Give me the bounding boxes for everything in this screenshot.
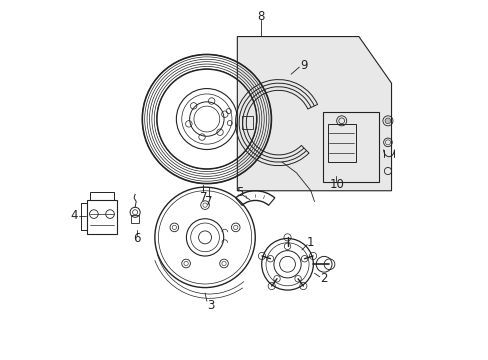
Text: 7: 7 [204,195,212,208]
Text: 6: 6 [133,231,140,244]
Polygon shape [237,37,391,191]
Bar [86,200,117,234]
Bar [323,112,378,182]
Text: 4: 4 [70,210,78,222]
Text: 9: 9 [299,59,307,72]
Bar [90,192,113,200]
Text: 7: 7 [199,192,206,204]
Circle shape [384,118,390,124]
Bar [131,215,139,223]
Bar [327,125,355,162]
Text: 5: 5 [236,186,243,199]
Text: 3: 3 [206,299,214,312]
Text: 10: 10 [329,178,344,191]
Bar [242,116,252,129]
Text: 1: 1 [306,236,314,249]
Text: 8: 8 [256,10,264,23]
Text: 2: 2 [319,272,326,285]
